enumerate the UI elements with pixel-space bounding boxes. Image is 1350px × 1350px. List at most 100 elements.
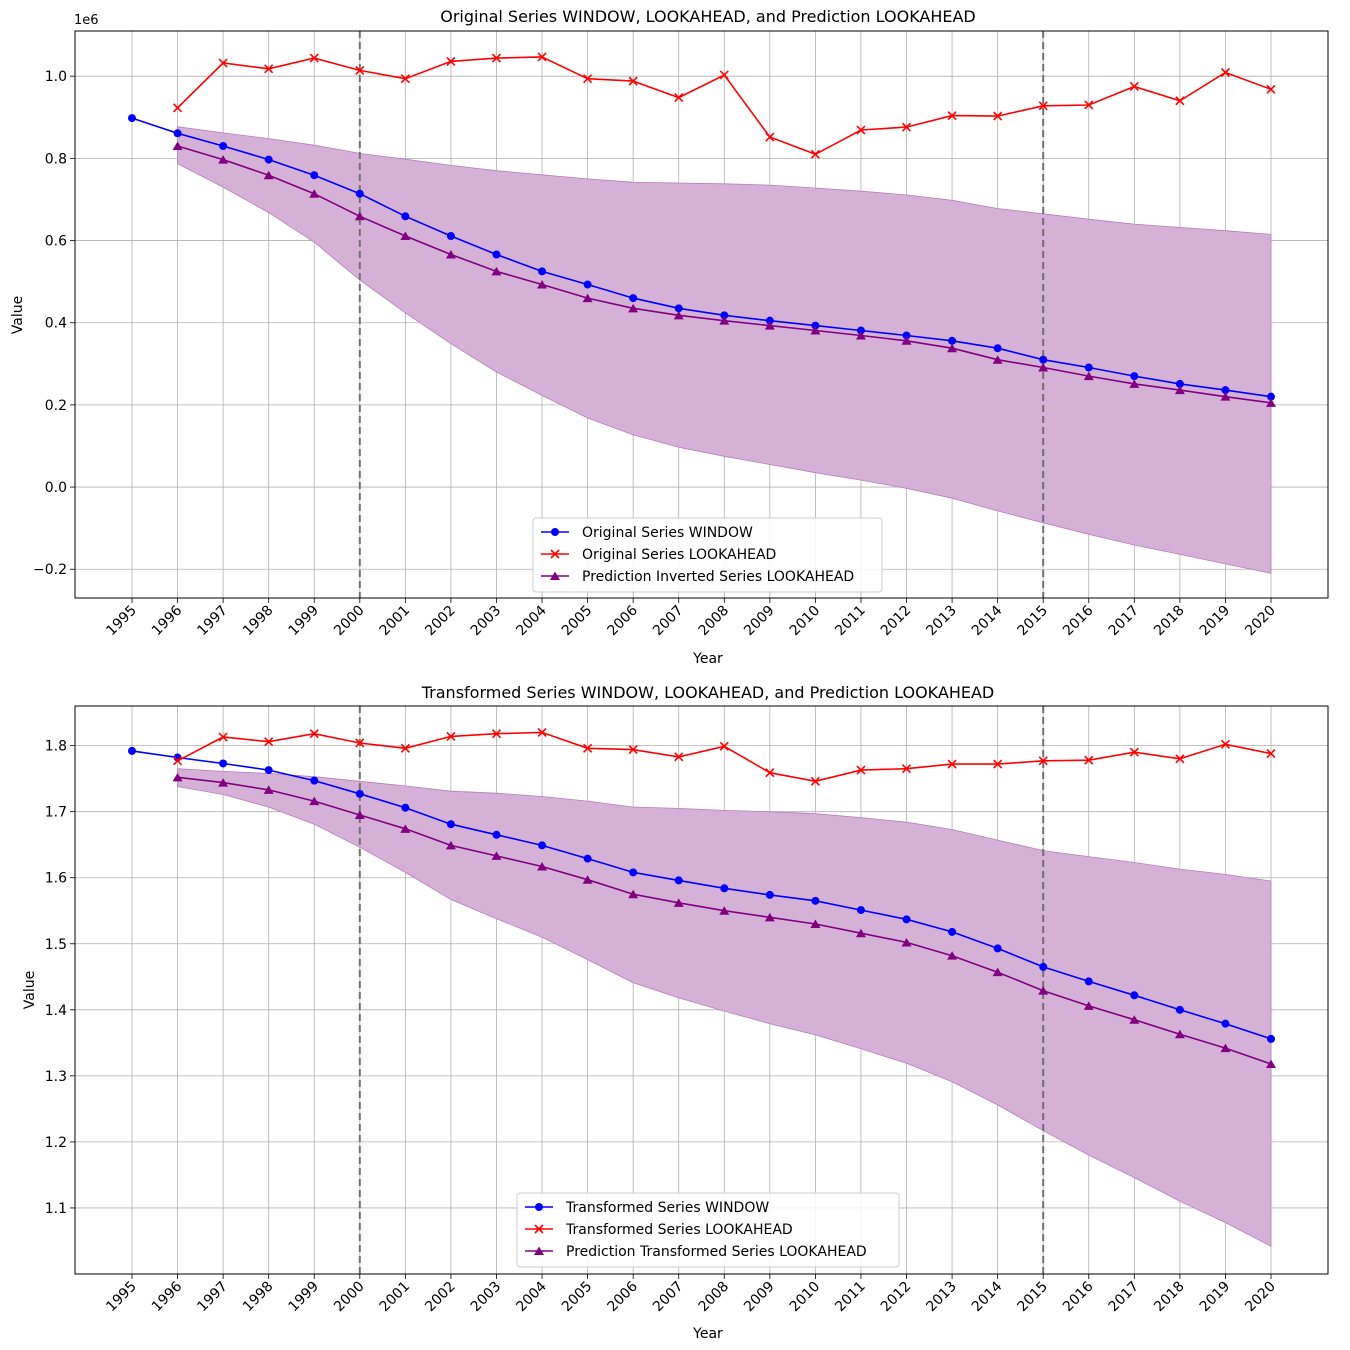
data-point bbox=[1175, 1005, 1184, 1014]
data-point bbox=[719, 70, 729, 80]
legend-item-window: Transformed Series WINDOW bbox=[525, 1200, 769, 1216]
data-point bbox=[1083, 1001, 1094, 1010]
data-point bbox=[1175, 96, 1185, 106]
data-point bbox=[1174, 385, 1185, 395]
legend-item-lookahead: Transformed Series LOOKAHEAD bbox=[525, 1222, 793, 1238]
data-point bbox=[1221, 1019, 1230, 1028]
legend-item-prediction: Prediction Transformed Series LOOKAHEAD bbox=[525, 1244, 867, 1260]
data-point bbox=[446, 56, 456, 66]
data-point bbox=[1038, 101, 1048, 111]
data-point bbox=[1266, 84, 1276, 94]
data-point bbox=[674, 92, 684, 103]
y-tick-label: 1.8 bbox=[45, 739, 67, 755]
data-point bbox=[355, 189, 364, 198]
data-point bbox=[172, 141, 183, 151]
data-point bbox=[172, 756, 183, 766]
data-point bbox=[218, 732, 228, 742]
data-point bbox=[400, 824, 411, 833]
series-lookahead bbox=[172, 727, 1276, 786]
data-point bbox=[720, 311, 729, 320]
data-point bbox=[172, 103, 183, 113]
data-point bbox=[355, 738, 365, 748]
data-point bbox=[810, 919, 821, 928]
legend: Original Series WINDOW Original Series L… bbox=[532, 517, 883, 593]
data-point bbox=[765, 316, 774, 325]
axes-frame bbox=[74, 705, 1329, 1275]
data-point bbox=[355, 65, 365, 76]
data-point bbox=[492, 830, 501, 839]
data-point bbox=[674, 876, 683, 885]
data-point bbox=[855, 330, 866, 340]
data-point bbox=[1174, 1029, 1185, 1039]
data-point bbox=[537, 861, 548, 871]
data-point bbox=[173, 129, 182, 138]
data-point bbox=[446, 232, 455, 241]
data-point bbox=[1129, 1015, 1140, 1024]
data-point bbox=[264, 737, 274, 747]
data-point bbox=[810, 326, 821, 335]
data-point bbox=[582, 875, 593, 884]
prediction-interval-band bbox=[177, 768, 1272, 1247]
data-point bbox=[128, 114, 136, 123]
data-point bbox=[901, 937, 912, 947]
data-point bbox=[993, 344, 1002, 353]
data-point bbox=[719, 741, 729, 751]
data-point bbox=[400, 743, 410, 753]
data-point bbox=[1038, 363, 1049, 372]
legend-marker bbox=[550, 549, 560, 559]
data-point bbox=[855, 928, 866, 938]
y-tick-label: 1.3 bbox=[45, 1069, 67, 1085]
data-point bbox=[491, 266, 502, 276]
data-point bbox=[628, 745, 638, 755]
data-point bbox=[582, 293, 593, 303]
data-point bbox=[1084, 363, 1093, 372]
data-point bbox=[354, 810, 365, 819]
data-point bbox=[856, 765, 866, 775]
data-point bbox=[583, 280, 592, 289]
data-point bbox=[1266, 398, 1276, 407]
data-point bbox=[538, 267, 547, 276]
legend-label: Original Series WINDOW bbox=[582, 525, 753, 541]
data-point bbox=[674, 752, 684, 762]
y-tick-label: 0.2 bbox=[45, 398, 67, 414]
data-point bbox=[1266, 748, 1276, 759]
data-point bbox=[537, 280, 548, 289]
data-point bbox=[263, 785, 274, 794]
y-tick-label: 1.0 bbox=[45, 69, 67, 85]
legend-marker bbox=[534, 1246, 544, 1255]
chart-title: Transformed Series WINDOW, LOOKAHEAD, an… bbox=[421, 683, 995, 702]
data-point bbox=[1175, 754, 1185, 764]
data-point bbox=[901, 336, 912, 345]
y-tick-label: 1.2 bbox=[45, 1135, 67, 1151]
data-point bbox=[1130, 991, 1139, 1000]
data-point bbox=[902, 915, 911, 924]
data-point bbox=[1175, 379, 1184, 388]
data-point bbox=[1084, 755, 1094, 765]
data-point bbox=[400, 74, 410, 84]
data-point bbox=[537, 727, 547, 737]
data-point bbox=[764, 321, 775, 330]
x-axis-label: Year bbox=[692, 1326, 723, 1342]
data-point bbox=[1083, 371, 1094, 381]
legend-marker bbox=[534, 1224, 544, 1234]
data-point bbox=[1221, 386, 1230, 395]
data-point bbox=[628, 303, 639, 313]
data-point bbox=[810, 149, 820, 159]
series-window bbox=[128, 114, 1275, 401]
data-point bbox=[219, 142, 228, 151]
data-point bbox=[673, 310, 684, 320]
data-point bbox=[218, 778, 229, 787]
data-point bbox=[218, 58, 228, 68]
data-point bbox=[310, 776, 319, 785]
data-point bbox=[446, 820, 455, 829]
legend: Transformed Series WINDOW Transformed Se… bbox=[516, 1192, 900, 1268]
data-point bbox=[354, 211, 365, 221]
data-point bbox=[219, 759, 228, 768]
data-point bbox=[537, 52, 547, 62]
data-point bbox=[583, 854, 592, 863]
data-point bbox=[947, 343, 958, 353]
legend-box bbox=[532, 517, 883, 593]
data-point bbox=[947, 111, 957, 121]
data-point bbox=[856, 906, 865, 915]
data-point bbox=[1267, 392, 1275, 401]
